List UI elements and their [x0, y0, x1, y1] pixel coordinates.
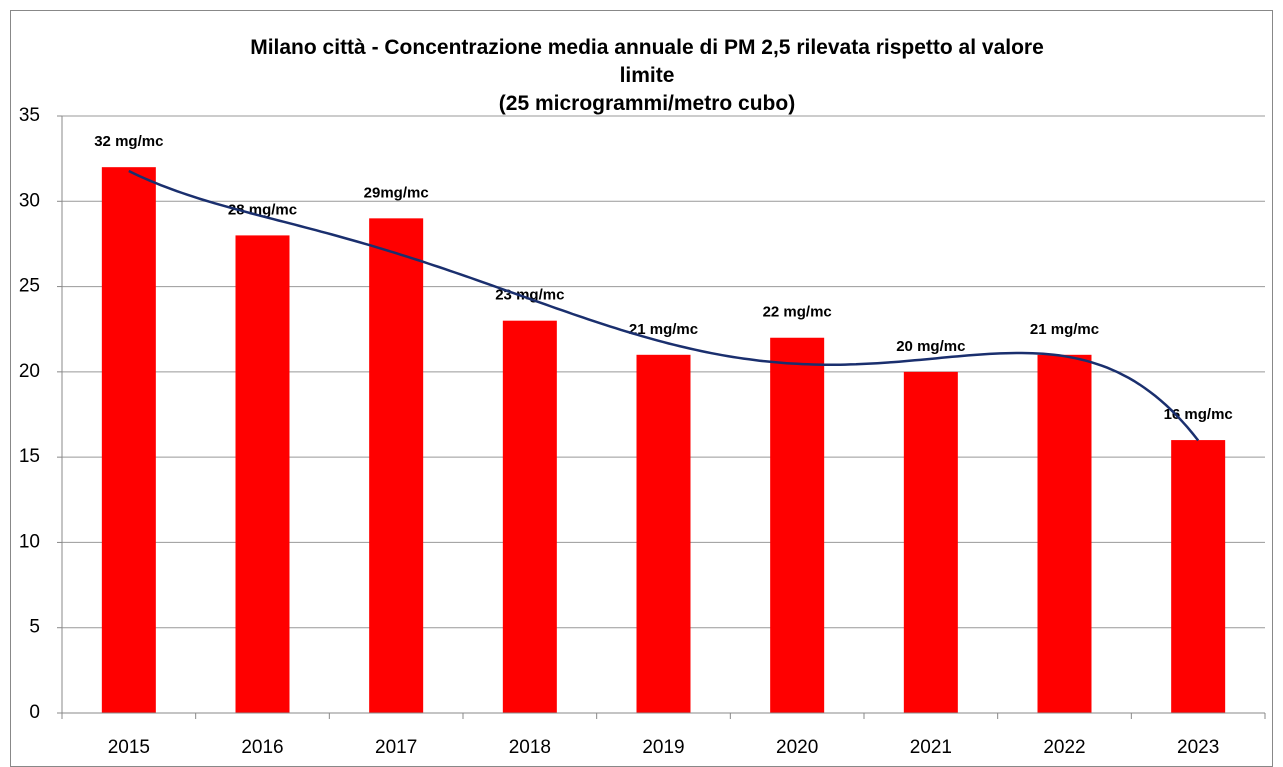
x-tick-label: 2016 [241, 737, 283, 758]
x-tick-label: 2020 [776, 737, 818, 758]
x-tick-label: 2017 [375, 737, 417, 758]
y-tick-label: 5 [29, 617, 40, 638]
data-label: 28 mg/mc [228, 201, 297, 218]
bar [235, 235, 290, 713]
y-tick-label: 25 [19, 276, 40, 297]
y-tick-label: 10 [19, 531, 40, 552]
data-label: 22 mg/mc [763, 304, 832, 321]
chart-title: Milano città - Concentrazione media annu… [250, 36, 1044, 87]
trend-line [128, 169, 1200, 442]
x-tick-label: 2019 [642, 737, 684, 758]
x-tick-label: 2018 [509, 737, 551, 758]
data-label: 21 mg/mc [629, 321, 698, 338]
x-tick-label: 2015 [108, 737, 150, 758]
data-label: 21 mg/mc [1030, 321, 1099, 338]
x-tick-label: 2023 [1177, 737, 1219, 758]
bar [502, 320, 557, 713]
data-label: 16 mg/mc [1164, 406, 1233, 423]
x-tick-label: 2022 [1043, 737, 1085, 758]
title-block: Milano città - Concentrazione media annu… [240, 34, 1054, 118]
bar [636, 354, 691, 713]
y-tick-label: 30 [19, 190, 40, 211]
y-tick-label: 35 [19, 105, 40, 126]
data-label: 20 mg/mc [896, 338, 965, 355]
chart-subtitle: (25 microgrammi/metro cubo) [498, 92, 796, 115]
data-label: 29mg/mc [364, 184, 429, 201]
bar [1037, 354, 1092, 713]
y-tick-label: 20 [19, 361, 40, 382]
bar [903, 371, 958, 713]
bar [1171, 440, 1226, 713]
bar [101, 167, 156, 713]
data-label: 23 mg/mc [495, 287, 564, 304]
x-tick-label: 2021 [910, 737, 952, 758]
bar [369, 218, 424, 714]
bar [770, 337, 825, 713]
y-tick-label: 15 [19, 446, 40, 467]
data-label: 32 mg/mc [94, 133, 163, 150]
y-tick-label: 0 [29, 702, 40, 723]
